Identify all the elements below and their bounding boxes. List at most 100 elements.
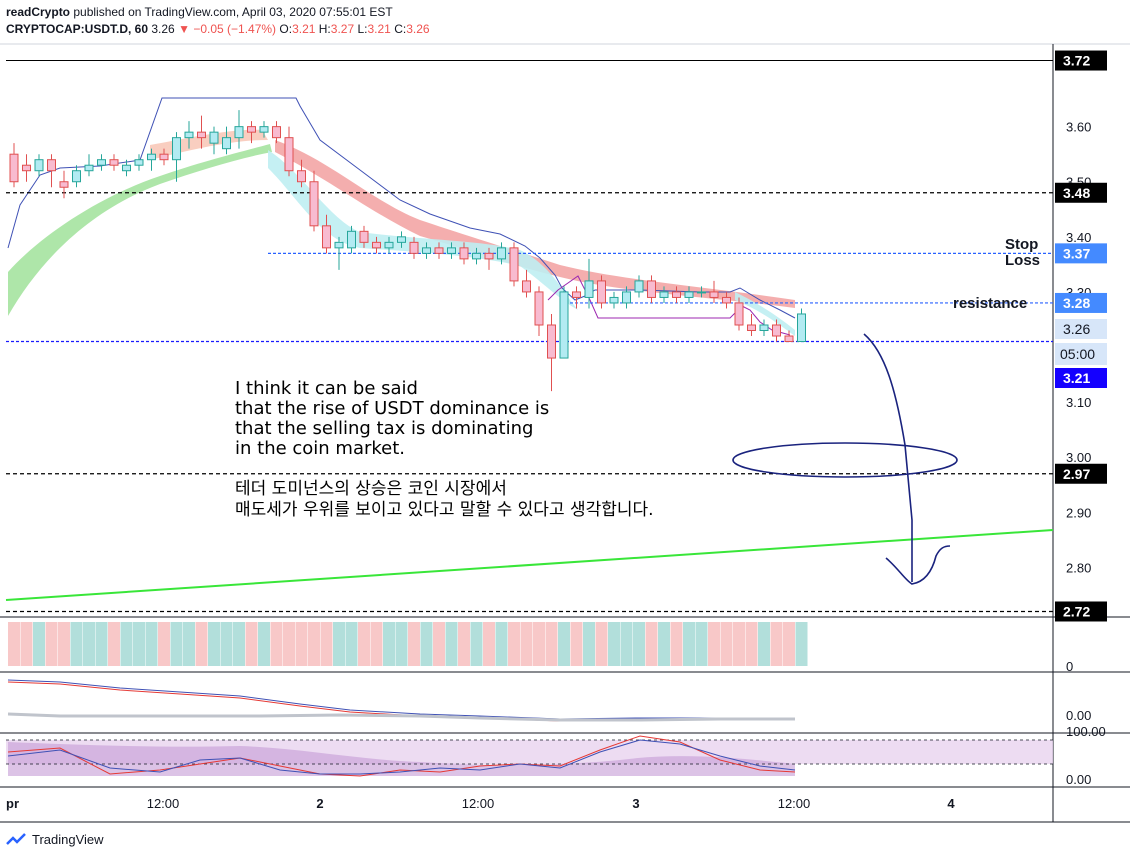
price-tick-label: 3.60: [1066, 120, 1091, 135]
candle-body: [347, 230, 356, 249]
candle-body: [634, 280, 644, 293]
candle-body: [597, 280, 606, 304]
volume-bar: [170, 622, 183, 666]
note-ko-line1: 테더 도미넌스의 상승은 코인 시장에서: [235, 479, 507, 499]
candle-body: [522, 280, 531, 293]
hand-drawn-annotations: [732, 333, 958, 585]
candle-body: [209, 131, 219, 144]
candle-body: [747, 324, 756, 332]
candle-body: [584, 280, 594, 298]
volume-bar: [483, 622, 495, 666]
volume-bar: [495, 622, 508, 666]
level-label-bg: [1055, 601, 1107, 622]
volume-bar: [708, 622, 720, 666]
tradingview-footer[interactable]: TradingView: [6, 832, 104, 847]
level-label-text: 3.26: [1063, 321, 1090, 337]
level-label-text: 2.97: [1063, 466, 1090, 482]
price-tick-label: 3.00: [1066, 450, 1091, 465]
candle-body: [534, 291, 544, 326]
author-name[interactable]: readCrypto: [6, 5, 71, 19]
volume-bar: [420, 622, 433, 666]
candle-body: [334, 241, 344, 249]
volume-bar: [733, 622, 745, 666]
volume-bar: [470, 622, 483, 666]
volume-bar: [520, 622, 533, 666]
candle-body: [447, 247, 456, 254]
time-tick-label: pr: [6, 796, 19, 811]
candle-body: [672, 291, 681, 298]
candle-body: [497, 247, 506, 260]
volume-axis-zero: 0: [1066, 659, 1073, 674]
candle-body: [422, 247, 431, 254]
candle-body: [322, 225, 331, 249]
price-tick-label: 3.40: [1066, 230, 1091, 245]
time-tick-label: 12:00: [462, 796, 495, 811]
open-label: O:: [279, 22, 293, 36]
volume-bar: [270, 622, 283, 666]
candle-body: [159, 153, 169, 161]
volume-bar: [220, 622, 233, 666]
volume-bar: [283, 622, 295, 666]
candle-body: [109, 159, 119, 166]
candle-body: [484, 252, 494, 260]
time-tick-label: 3: [632, 796, 639, 811]
high-label: H:: [318, 22, 331, 36]
footer-brand: TradingView: [32, 832, 104, 847]
high-value: 3.27: [330, 22, 355, 36]
candle-body: [434, 247, 444, 254]
close-value: 3.26: [406, 22, 430, 36]
candle-body: [409, 241, 419, 254]
volume-bar: [545, 622, 558, 666]
candle-body: [234, 126, 244, 139]
candle-body: [784, 335, 794, 343]
volume-bar: [145, 622, 158, 666]
volume-bar: [33, 622, 45, 666]
low-value: 3.21: [367, 22, 391, 36]
volume-bar: [770, 622, 783, 666]
stop-loss-line1: Stop: [1005, 236, 1038, 253]
candle-body: [297, 170, 306, 183]
volume-bar: [583, 622, 595, 666]
note-en-line2: that the rise of USDT dominance is: [235, 398, 549, 419]
volume-bar: [408, 622, 420, 666]
volume-bar: [745, 622, 758, 666]
candle-body: [659, 291, 669, 298]
green-ma-ribbon: [8, 144, 272, 316]
candle-body: [647, 280, 656, 298]
level-label-bg: [1055, 292, 1107, 313]
ma-ribbons: [5, 97, 1054, 601]
drawn-arrow-head: [885, 545, 951, 585]
volume-bar: [533, 622, 545, 666]
level-label-text: 3.72: [1063, 53, 1090, 69]
candle-body: [197, 131, 206, 139]
candle-body: [359, 230, 369, 243]
candle-body: [722, 296, 731, 304]
svg-text:100.00: 100.00: [1066, 724, 1106, 739]
volume-bar: [658, 622, 670, 666]
published-text: published on TradingView.com, April 03, …: [73, 5, 393, 19]
low-label: L:: [357, 22, 368, 36]
oscillator-pane-1: 0.00: [7, 679, 1091, 723]
price-tick-label: 2.90: [1066, 505, 1091, 520]
candle-body: [84, 164, 94, 172]
down-arrow-icon: ▼: [178, 22, 190, 36]
price-tick-label: 3.10: [1066, 395, 1091, 410]
candle-body: [622, 291, 631, 304]
candle-body: [34, 159, 44, 172]
candle-body: [147, 153, 156, 161]
symbol-name[interactable]: CRYPTOCAP:USDT.D, 60: [6, 22, 149, 36]
volume-bar: [395, 622, 408, 666]
open-value: 3.21: [292, 22, 316, 36]
volume-bar: [133, 622, 145, 666]
volume-bar: [458, 622, 470, 666]
level-label-text: 3.28: [1063, 295, 1090, 311]
level-label-bg: [1055, 463, 1107, 484]
volume-bar: [308, 622, 320, 666]
volume-bar: [320, 622, 333, 666]
time-axis: pr 12:00 2 12:00 3 12:00 4: [6, 796, 955, 811]
publish-info: readCrypto published on TradingView.com,…: [6, 5, 393, 19]
level-label-text: 2.72: [1063, 603, 1090, 619]
candle-body: [697, 291, 706, 294]
time-tick-label: 12:00: [147, 796, 180, 811]
